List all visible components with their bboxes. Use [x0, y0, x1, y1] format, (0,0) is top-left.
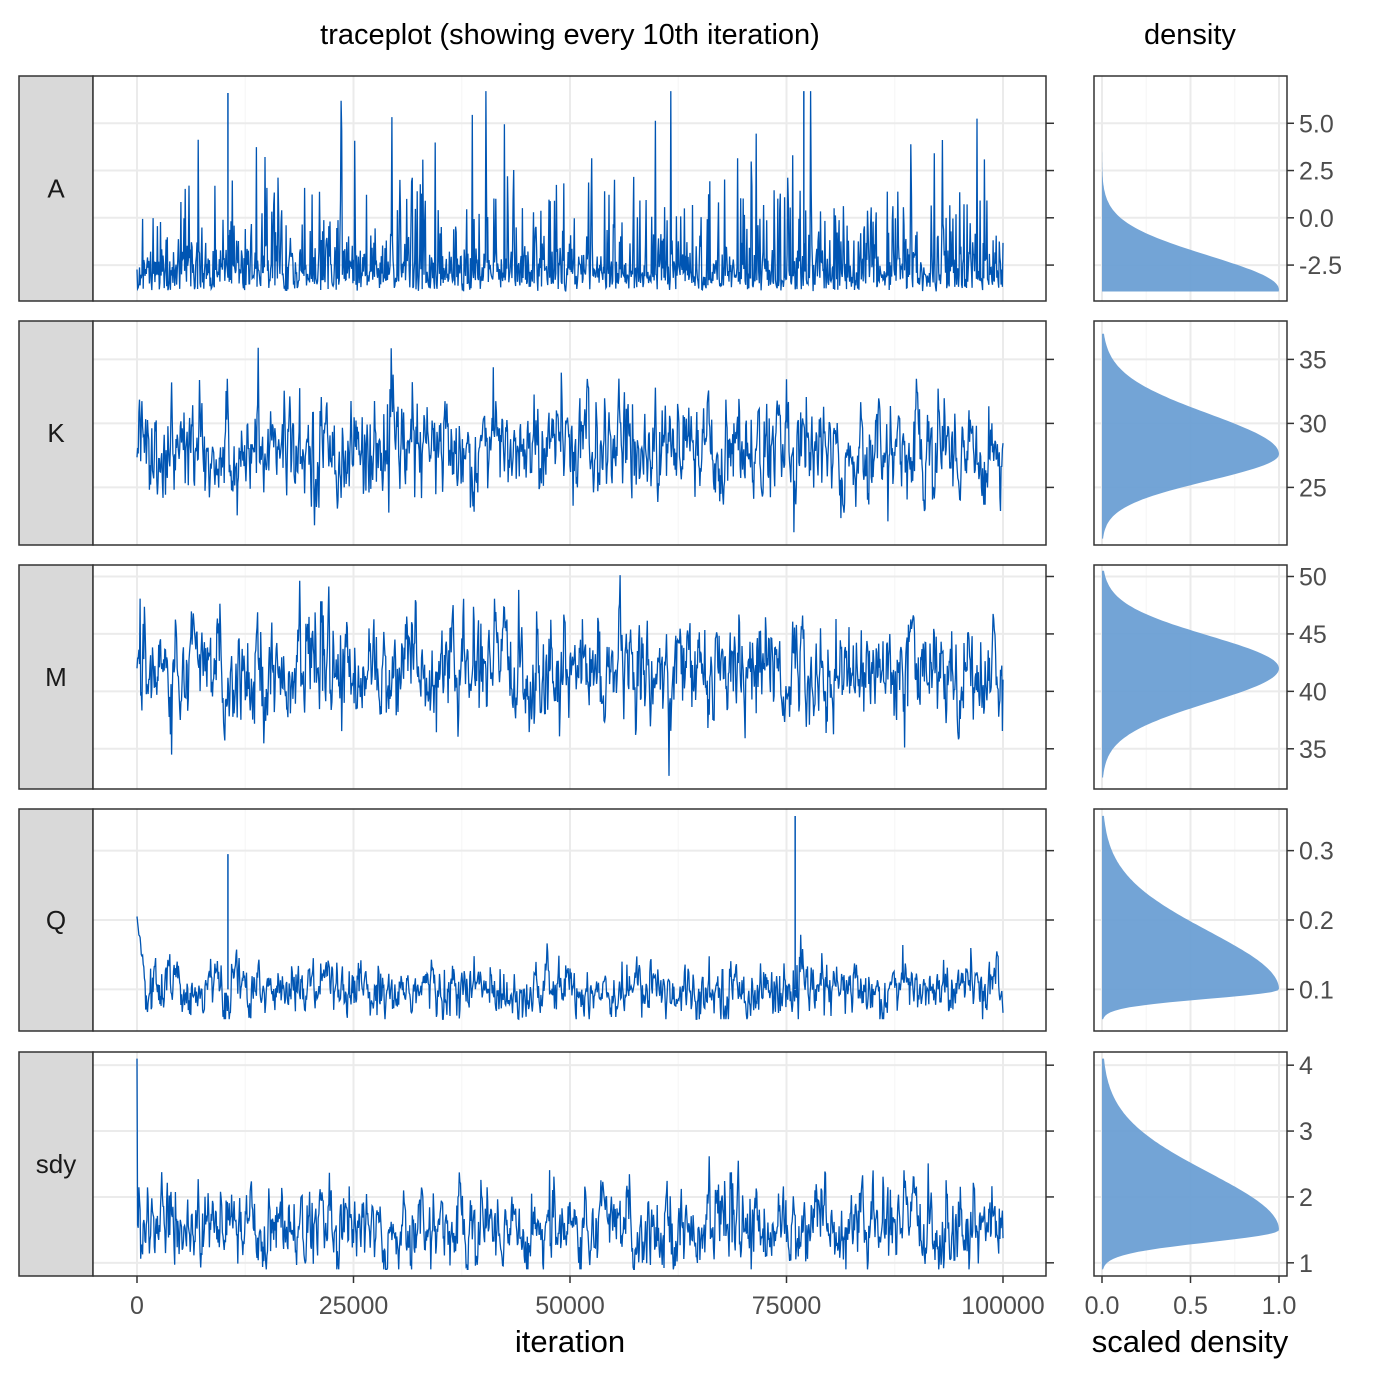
density-x-axis-title: scaled density	[1092, 1324, 1289, 1359]
density-y-tick-label-Q: 0.1	[1299, 976, 1334, 1004]
trace-grid-M	[93, 565, 1046, 789]
trace-panel-border-A	[92, 75, 1047, 302]
trace-x-tick-label: 100000	[961, 1292, 1044, 1320]
density-x-tick-label: 0.0	[1085, 1292, 1120, 1320]
density-y-tick-label-A: 0.0	[1299, 205, 1334, 233]
density-y-tick-label-sdy: 3	[1299, 1118, 1313, 1146]
density-panel-border-A	[1093, 75, 1288, 302]
trace-line-M	[136, 575, 1004, 776]
facet-label-M: M	[45, 662, 67, 692]
trace-line-A	[136, 91, 1004, 292]
trace-x-tick-label: 25000	[319, 1292, 389, 1320]
density-panel-border-M	[1093, 564, 1288, 790]
facet-label-Q: Q	[46, 905, 66, 935]
density-y-tick-label-K: 25	[1299, 474, 1327, 502]
trace-panel-border-Q	[92, 808, 1047, 1032]
density-y-tick-label-M: 50	[1299, 563, 1327, 591]
density-area-A	[1102, 91, 1279, 292]
trace-x-tick-label: 0	[130, 1292, 144, 1320]
density-y-tick-label-M: 35	[1299, 736, 1327, 764]
trace-panel-border-K	[92, 320, 1047, 546]
trace-line-Q	[136, 916, 1004, 1021]
density-y-tick-label-M: 40	[1299, 678, 1327, 706]
density-y-tick-label-M: 45	[1299, 621, 1327, 649]
density-y-tick-label-A: -2.5	[1299, 252, 1342, 280]
density-area-sdy	[1102, 1058, 1279, 1270]
density-y-tick-label-sdy: 2	[1299, 1184, 1313, 1212]
trace-x-axis-title: iteration	[515, 1324, 625, 1359]
facet-label-A: A	[47, 174, 65, 204]
density-x-tick-label: 0.5	[1173, 1292, 1208, 1320]
panels: A5.02.50.0-2.5K353025M50454035Q0.30.20.1…	[18, 75, 1342, 1320]
trace-panel-border-M	[92, 564, 1047, 790]
trace-x-tick-label: 50000	[535, 1292, 605, 1320]
trace-line-sdy	[136, 1058, 1004, 1271]
density-y-tick-label-sdy: 1	[1299, 1250, 1313, 1278]
density-panel-border-K	[1093, 320, 1288, 546]
trace-line-K	[136, 347, 1004, 533]
facet-strip-M	[18, 564, 94, 790]
density-y-tick-label-Q: 0.3	[1299, 838, 1334, 866]
density-y-tick-label-Q: 0.2	[1299, 907, 1334, 935]
density-x-tick-label: 1.0	[1262, 1292, 1297, 1320]
density-y-tick-label-sdy: 4	[1299, 1052, 1313, 1080]
facet-strip-A	[18, 75, 94, 302]
facet-label-K: K	[47, 418, 65, 448]
facet-label-sdy: sdy	[36, 1149, 76, 1179]
density-y-tick-label-A: 5.0	[1299, 110, 1334, 138]
density-area-K	[1102, 333, 1279, 539]
density-area-M	[1102, 570, 1279, 778]
density-area-Q	[1102, 815, 1279, 1020]
facet-strip-K	[18, 320, 94, 546]
facet-strip-Q	[18, 808, 94, 1032]
density-y-tick-label-K: 35	[1299, 346, 1327, 374]
traceplot-title: traceplot (showing every 10th iteration)	[320, 19, 820, 51]
trace-x-tick-label: 75000	[752, 1292, 822, 1320]
density-title: density	[1144, 19, 1236, 51]
density-y-tick-label-A: 2.5	[1299, 158, 1334, 186]
density-y-tick-label-K: 30	[1299, 410, 1327, 438]
